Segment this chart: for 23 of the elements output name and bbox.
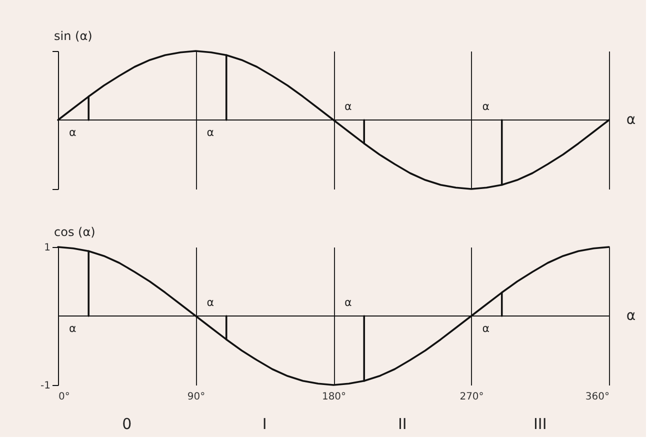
- annotation: α: [68, 126, 76, 139]
- text: 0: [122, 415, 132, 433]
- x-tick-label: 0°: [58, 392, 70, 402]
- annotation: α: [68, 322, 76, 335]
- x-tick-label: 180°: [322, 392, 346, 402]
- text: I: [262, 415, 267, 433]
- y-axis-title: cos (α): [54, 225, 96, 239]
- text: II: [398, 415, 407, 433]
- x-tick-label: 270°: [460, 392, 484, 402]
- annotation: α: [482, 100, 490, 113]
- x-axis-title: α: [626, 308, 636, 324]
- annotation: α: [344, 100, 352, 113]
- x-tick-label: 90°: [187, 392, 206, 402]
- x-tick-label: 360°: [585, 392, 610, 402]
- x-axis-title: α: [626, 112, 636, 128]
- annotation: α: [482, 322, 490, 335]
- text: III: [533, 415, 547, 433]
- annotation: α: [344, 296, 352, 309]
- annotation: α: [206, 126, 214, 139]
- y-axis-title: sin (α): [54, 29, 92, 43]
- y-tick-label: 1: [44, 242, 50, 254]
- y-tick-label: -1: [40, 380, 50, 392]
- annotation: α: [206, 296, 214, 309]
